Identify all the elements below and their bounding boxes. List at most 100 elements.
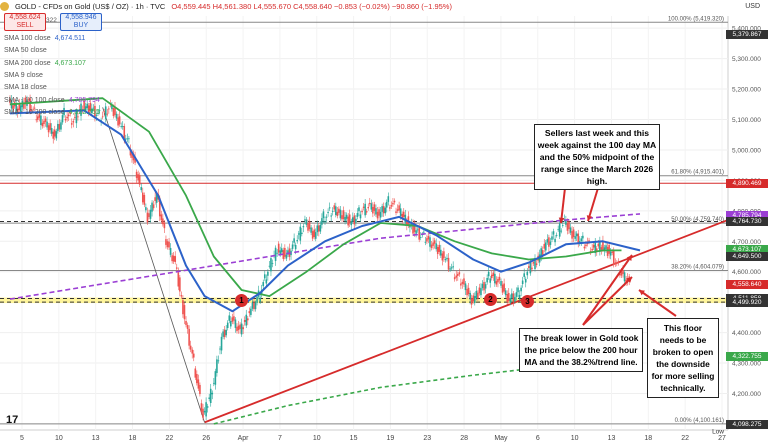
candle-body — [345, 214, 348, 219]
candle-body — [614, 263, 617, 265]
legend-row[interactable]: SMA 50 close — [4, 45, 51, 56]
candle-body — [84, 106, 87, 111]
candle-body — [577, 233, 580, 244]
candle-body — [401, 213, 404, 220]
candle-body — [520, 287, 522, 292]
candle-body — [558, 223, 561, 237]
candle-body — [419, 237, 422, 238]
legend-row[interactable]: SMA 200 close 4,673.107 — [4, 58, 86, 69]
x-tick-label: 13 — [92, 435, 100, 442]
candle-body — [223, 329, 226, 338]
candle-body — [205, 402, 207, 417]
candle-body — [146, 212, 149, 223]
candle-body — [222, 331, 224, 337]
candle-body — [268, 265, 271, 267]
candle-body — [92, 107, 95, 109]
candle-body — [32, 108, 34, 110]
candle-body — [353, 215, 356, 225]
candle-body — [301, 232, 303, 234]
candle-body — [319, 224, 322, 232]
candle-body — [509, 298, 512, 303]
x-tick-label: 26 — [202, 435, 210, 442]
candle-body — [373, 204, 376, 211]
range-diagonal-line — [102, 107, 205, 423]
legend-row[interactable]: SMA 9 close — [4, 70, 47, 81]
candle-body — [196, 373, 198, 384]
candle-body — [20, 105, 22, 112]
candle-body — [104, 106, 107, 119]
y-tick-label: 5,000.000 — [732, 147, 761, 154]
candle-body — [299, 226, 302, 241]
candle-body — [248, 311, 251, 314]
candle-body — [606, 247, 609, 256]
candle-body — [548, 237, 550, 247]
candle-body — [582, 235, 584, 239]
candle-body — [77, 116, 79, 118]
y-tick-label: 5,400.000 — [732, 26, 761, 33]
y-tick-label: 5,200.000 — [732, 87, 761, 94]
candle-body — [532, 261, 535, 264]
candle-body — [436, 247, 439, 255]
candle-body — [112, 108, 115, 117]
candle-body — [49, 123, 51, 131]
candle-body — [182, 300, 184, 315]
candle-body — [220, 336, 223, 351]
candle-body — [24, 97, 27, 105]
candle-body — [121, 125, 124, 127]
candle-body — [318, 225, 320, 232]
candle-body — [435, 243, 437, 250]
candle-body — [183, 305, 186, 320]
candle-body — [168, 241, 170, 248]
candle-body — [549, 241, 552, 245]
candle-body — [209, 388, 212, 404]
candle-body — [574, 236, 576, 239]
legend-row[interactable]: SMA - 10 100 close 4,785.794 — [4, 95, 100, 106]
candle-body — [347, 216, 349, 226]
candle-body — [108, 108, 110, 110]
candle-body — [487, 271, 490, 277]
candle-body — [174, 256, 177, 262]
x-tick-label: 7 — [278, 435, 282, 442]
candle-body — [294, 244, 297, 250]
annotation-arrow — [587, 187, 599, 222]
candle-body — [494, 273, 496, 284]
candle-body — [321, 218, 323, 225]
legend-row[interactable]: SMA - 10 200 close 4,322.755 — [4, 107, 100, 118]
legend-row[interactable]: SMA 100 close 4,674.511 — [4, 33, 85, 44]
sell-button[interactable]: 4,558.624 SELL — [4, 13, 46, 31]
annotation-arrowhead — [586, 215, 593, 221]
candle-body — [311, 231, 314, 239]
x-tick-label: 18 — [644, 435, 652, 442]
symbol-title: GOLD - CFDs on Gold (US$ / OZ) · 1h · TV… — [15, 1, 166, 11]
candle-body — [555, 234, 558, 236]
candle-body — [16, 108, 19, 113]
candle-body — [594, 242, 597, 254]
candle-body — [313, 229, 315, 238]
candle-body — [355, 218, 357, 223]
price-badge: 4,558.640 — [726, 279, 768, 289]
candle-body — [470, 298, 473, 305]
candle-body — [423, 231, 425, 233]
candle-body — [194, 368, 197, 378]
candle-body — [242, 327, 244, 330]
candle-body — [566, 223, 569, 231]
candle-body — [472, 295, 475, 302]
candle-body — [506, 294, 509, 303]
candle-body — [327, 212, 329, 214]
x-tick-label: May — [494, 435, 508, 442]
buy-button[interactable]: 4,558.946 BUY — [60, 13, 102, 31]
candle-body — [61, 115, 64, 123]
candle-body — [219, 348, 221, 350]
candle-body — [276, 252, 278, 254]
candle-body — [503, 283, 505, 292]
candle-body — [415, 230, 417, 234]
candle-body — [154, 197, 156, 201]
candle-body — [464, 283, 467, 291]
support-marker-1: 1 — [235, 294, 248, 307]
candle-body — [38, 114, 41, 118]
legend-row[interactable]: SMA 18 close — [4, 82, 51, 93]
x-tick-label: Apr — [238, 435, 250, 442]
y-tick-label: 5,300.000 — [732, 56, 761, 63]
candle-body — [70, 123, 73, 125]
candle-body — [302, 226, 305, 228]
